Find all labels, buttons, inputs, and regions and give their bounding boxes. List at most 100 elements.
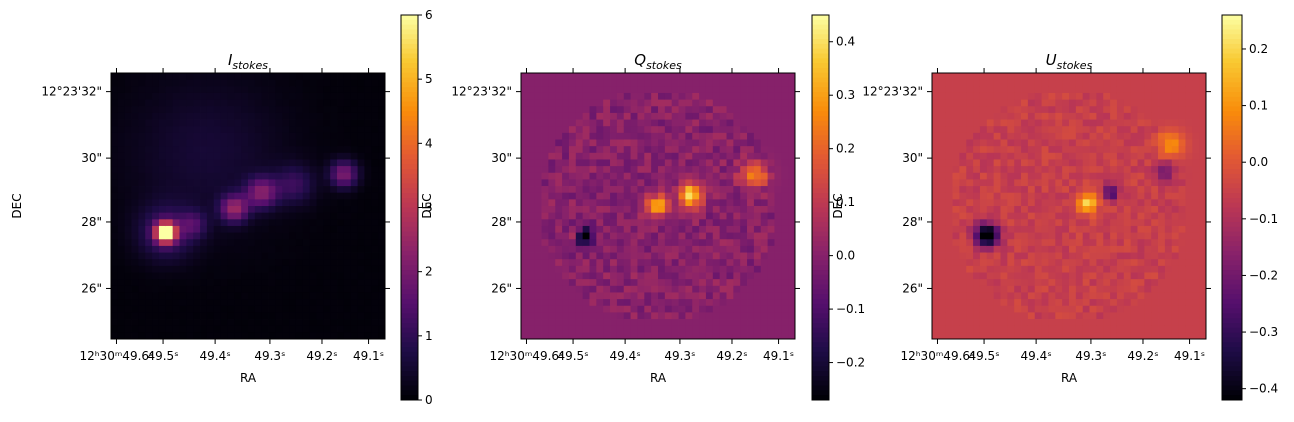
heatmap-cell: [713, 259, 720, 266]
heatmap-cell: [966, 239, 973, 246]
heatmap-cell: [296, 93, 303, 100]
heatmap-cell: [1055, 186, 1062, 193]
heatmap-cell: [207, 140, 214, 147]
colorbar-segment: [812, 106, 829, 111]
heatmap-cell: [679, 193, 686, 200]
heatmap-cell: [781, 219, 788, 226]
heatmap-cell: [344, 219, 351, 226]
heatmap-cell: [1138, 239, 1145, 246]
heatmap-cell: [774, 193, 781, 200]
heatmap-cell: [788, 73, 795, 80]
heatmap-cell: [364, 193, 371, 200]
heatmap-cell: [610, 259, 617, 266]
heatmap-cell: [1042, 246, 1049, 253]
heatmap-cell: [255, 312, 262, 319]
heatmap-cell: [740, 146, 747, 153]
heatmap-cell: [624, 113, 631, 120]
heatmap-cell: [1021, 326, 1028, 333]
heatmap-cell: [111, 133, 118, 140]
heatmap-cell: [1144, 226, 1151, 233]
heatmap-cell: [337, 100, 344, 107]
heatmap-cell: [590, 140, 597, 147]
heatmap-cell: [138, 120, 145, 127]
heatmap-cell: [282, 106, 289, 113]
heatmap-cell: [275, 219, 282, 226]
colorbar-segment: [401, 386, 418, 391]
heatmap-cell: [1179, 113, 1186, 120]
heatmap-cell: [200, 80, 207, 87]
heatmap-cell: [959, 186, 966, 193]
heatmap-cell: [959, 193, 966, 200]
heatmap-cell: [596, 199, 603, 206]
heatmap-cell: [610, 133, 617, 140]
heatmap-cell: [713, 266, 720, 273]
heatmap-cell: [562, 166, 569, 173]
colorbar-segment: [812, 256, 829, 261]
colorbar-segment: [401, 102, 418, 107]
heatmap-cell: [987, 312, 994, 319]
heatmap-cell: [555, 286, 562, 293]
heatmap-cell: [275, 166, 282, 173]
heatmap-cell: [1144, 219, 1151, 226]
heatmap-cell: [959, 206, 966, 213]
heatmap-cell: [1172, 120, 1179, 127]
heatmap-cell: [535, 133, 542, 140]
heatmap-cell: [1021, 219, 1028, 226]
heatmap-cell: [214, 259, 221, 266]
heatmap-cell: [111, 199, 118, 206]
heatmap-cell: [637, 113, 644, 120]
heatmap-cell: [351, 266, 358, 273]
heatmap-cell: [323, 199, 330, 206]
heatmap-cell: [1028, 279, 1035, 286]
heatmap-cell: [317, 146, 324, 153]
heatmap-cell: [569, 319, 576, 326]
heatmap-cell: [590, 120, 597, 127]
heatmap-cell: [1001, 226, 1008, 233]
heatmap-cell: [555, 246, 562, 253]
heatmap-cell: [542, 179, 549, 186]
heatmap-cell: [1151, 326, 1158, 333]
x-tick-label: 49.2ˢ: [306, 349, 337, 363]
heatmap-cell: [528, 319, 535, 326]
heatmap-cell: [132, 100, 139, 107]
heatmap-cell: [1021, 279, 1028, 286]
heatmap-cell: [317, 233, 324, 240]
heatmap-cell: [1131, 332, 1138, 339]
heatmap-cell: [1124, 179, 1131, 186]
heatmap-cell: [1117, 73, 1124, 80]
heatmap-cell: [323, 233, 330, 240]
heatmap-cell: [282, 253, 289, 260]
heatmap-cell: [255, 213, 262, 220]
heatmap-cell: [303, 219, 310, 226]
heatmap-cell: [535, 273, 542, 280]
heatmap-cell: [234, 173, 241, 180]
heatmap-cell: [555, 166, 562, 173]
heatmap-cell: [111, 266, 118, 273]
heatmap-cell: [1021, 140, 1028, 147]
heatmap-cell: [344, 319, 351, 326]
heatmap-cell: [330, 133, 337, 140]
heatmap-cell: [1028, 246, 1035, 253]
colorbar-segment: [401, 376, 418, 381]
heatmap-cell: [255, 146, 262, 153]
heatmap-cell: [152, 159, 159, 166]
heatmap-cell: [337, 246, 344, 253]
heatmap-cell: [1179, 219, 1186, 226]
heatmap-cell: [248, 186, 255, 193]
heatmap-cell: [946, 206, 953, 213]
heatmap-cell: [651, 133, 658, 140]
heatmap-cell: [1055, 253, 1062, 260]
heatmap-cell: [583, 93, 590, 100]
heatmap-cell: [371, 226, 378, 233]
heatmap-cell: [255, 279, 262, 286]
heatmap-cell: [138, 239, 145, 246]
colorbar-segment: [812, 25, 829, 30]
heatmap-cell: [262, 326, 269, 333]
heatmap-cell: [1124, 226, 1131, 233]
heatmap-cell: [344, 286, 351, 293]
heatmap-cell: [1185, 80, 1192, 87]
heatmap-cell: [166, 233, 173, 240]
heatmap-cell: [548, 173, 555, 180]
colorbar-segment: [401, 289, 418, 294]
heatmap-cell: [1179, 332, 1186, 339]
